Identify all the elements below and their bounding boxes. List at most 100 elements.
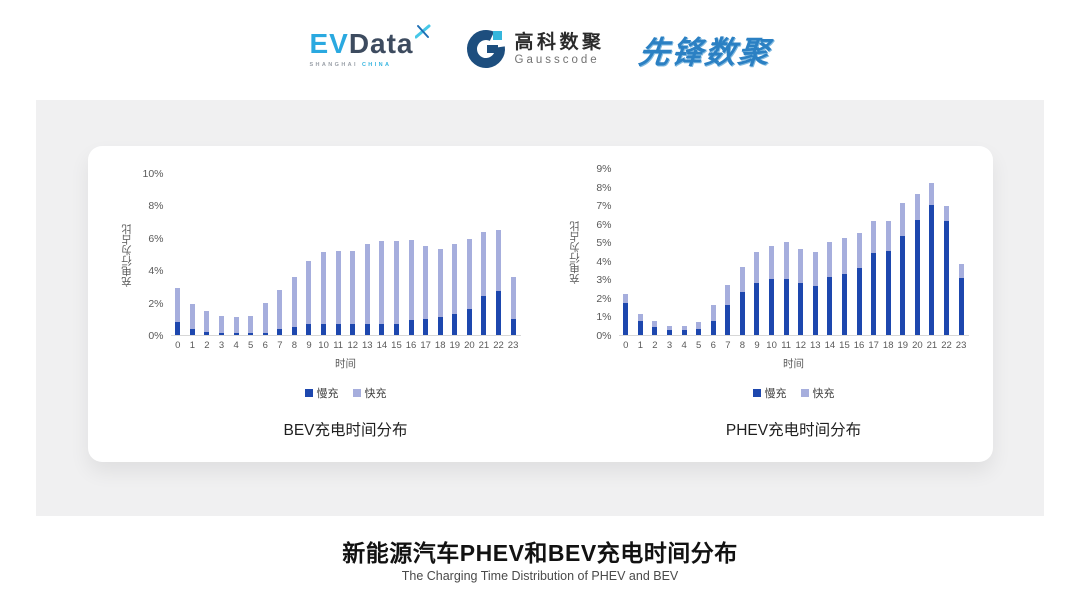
y-tick-label: 6% xyxy=(596,218,612,231)
bar-segment xyxy=(364,323,370,335)
bev-plot-area xyxy=(170,174,521,336)
bar-segment xyxy=(248,315,254,334)
stacked-bar-hour-3 xyxy=(214,315,229,335)
stacked-bar-hour-4 xyxy=(229,317,244,335)
x-tick-label: 16 xyxy=(405,340,417,351)
evdata-shanghai-text: SHANGHAI xyxy=(309,62,358,68)
stacked-bar-hour-16 xyxy=(404,240,419,335)
bar-segment xyxy=(623,294,629,303)
bar-segment xyxy=(885,250,891,335)
stacked-bar-hour-0 xyxy=(619,294,634,335)
bar-segment xyxy=(277,289,283,330)
gausscode-logo: 高科数聚 Gausscode xyxy=(465,28,605,70)
stacked-bar-hour-8 xyxy=(735,267,750,335)
bar-segment xyxy=(219,332,225,335)
bar-segment xyxy=(754,251,760,284)
x-tick-label: 18 xyxy=(882,340,894,351)
bar-segment xyxy=(652,321,658,327)
bev-x-axis-ticks: 0 1 2 3 4 5 6 7 8 9 10 11 12 13 14 15 16 17 18 19 20 21 22 23 xyxy=(171,340,521,351)
bar-segment xyxy=(681,330,687,335)
bar-segment xyxy=(496,291,501,335)
x-tick-label: 10 xyxy=(318,340,329,351)
y-tick-label: 5% xyxy=(596,237,612,250)
legend-swatch xyxy=(304,389,313,397)
bar-segment xyxy=(769,245,775,280)
bar-segment xyxy=(321,324,327,335)
y-tick-label: 10% xyxy=(142,168,164,180)
bar-segment xyxy=(652,326,658,335)
x-tick-label: 13 xyxy=(810,340,821,351)
evdata-data-text: Data xyxy=(348,28,414,59)
y-tick-label: 9% xyxy=(596,163,612,175)
stacked-bar-hour-6 xyxy=(258,302,273,335)
main-subtitle: The Charging Time Distribution of PHEV a… xyxy=(401,569,679,583)
bar-segment xyxy=(379,323,385,335)
x-tick-label: 2 xyxy=(652,340,658,351)
bar-segment xyxy=(306,323,312,335)
bar-segment xyxy=(783,279,789,335)
bar-segment xyxy=(667,325,673,331)
bar-segment xyxy=(204,331,210,335)
bar-segment xyxy=(350,250,356,325)
x-tick-label: 19 xyxy=(449,340,461,351)
x-tick-label: 23 xyxy=(955,340,967,351)
x-tick-label: 3 xyxy=(666,340,673,351)
x-tick-label: 20 xyxy=(912,340,923,351)
stacked-bar-hour-22 xyxy=(939,206,954,335)
main-title: 新能源汽车PHEV和BEV充电时间分布 xyxy=(342,540,738,566)
x-tick-label: 14 xyxy=(376,340,388,351)
legend-label: 慢充 xyxy=(316,388,339,400)
stacked-bar-hour-10 xyxy=(316,251,331,335)
x-tick-label: 16 xyxy=(853,340,865,351)
bar-segment xyxy=(812,285,818,335)
bar-segment xyxy=(725,284,731,306)
bar-segment xyxy=(667,330,673,335)
bar-segment xyxy=(841,237,847,274)
evdata-ev-text: EV xyxy=(309,28,349,59)
stacked-bar-hour-15 xyxy=(837,237,852,335)
bar-segment xyxy=(754,283,760,335)
stacked-bar-hour-19 xyxy=(895,203,910,335)
stacked-bar-hour-21 xyxy=(925,182,940,335)
x-tick-label: 1 xyxy=(637,340,644,351)
bar-segment xyxy=(379,241,385,324)
x-tick-label: 14 xyxy=(824,340,836,351)
bar-segment xyxy=(350,324,356,335)
evdata-subtext: SHANGHAI CHINA xyxy=(309,62,391,68)
x-tick-label: 7 xyxy=(725,340,731,351)
x-tick-label: 7 xyxy=(277,340,283,351)
x-tick-label: 4 xyxy=(681,340,687,351)
y-tick-label: 0% xyxy=(148,330,164,342)
x-tick-label: 23 xyxy=(507,340,519,351)
charts-card: 充电行为占比 0% 2% 4% 6% 8% 10% 0 1 2 3 4 5 6 7 8 9 10 11 12 13 1… xyxy=(88,146,993,462)
bar-segment xyxy=(481,296,487,335)
x-tick-label: 3 xyxy=(218,340,225,351)
stacked-bar-hour-0 xyxy=(171,288,186,335)
bar-segment xyxy=(219,315,225,333)
legend-label: 快充 xyxy=(812,388,835,400)
y-tick-label: 8% xyxy=(596,181,612,194)
bar-segment xyxy=(827,242,833,278)
x-tick-label: 19 xyxy=(897,340,909,351)
bar-segment xyxy=(856,268,862,335)
x-tick-label: 20 xyxy=(464,340,475,351)
evdata-x-icon xyxy=(414,24,431,39)
bar-segment xyxy=(233,333,239,335)
bar-segment xyxy=(827,277,833,335)
y-tick-label: 1% xyxy=(596,311,612,324)
evdata-china-text: CHINA xyxy=(361,62,392,68)
bar-segment xyxy=(335,250,341,324)
x-tick-label: 2 xyxy=(204,340,210,351)
x-tick-label: 8 xyxy=(291,340,298,351)
stacked-bar-hour-16 xyxy=(852,232,867,335)
stacked-bar-hour-6 xyxy=(706,305,721,335)
bar-segment xyxy=(423,318,429,335)
stacked-bar-hour-18 xyxy=(881,220,896,335)
bar-segment xyxy=(437,317,443,335)
bar-segment xyxy=(321,251,327,325)
legend-label: 慢充 xyxy=(764,388,787,400)
bar-segment xyxy=(233,317,239,334)
x-tick-label: 15 xyxy=(391,340,402,351)
y-tick-label: 3% xyxy=(596,274,612,287)
x-tick-label: 13 xyxy=(362,340,373,351)
